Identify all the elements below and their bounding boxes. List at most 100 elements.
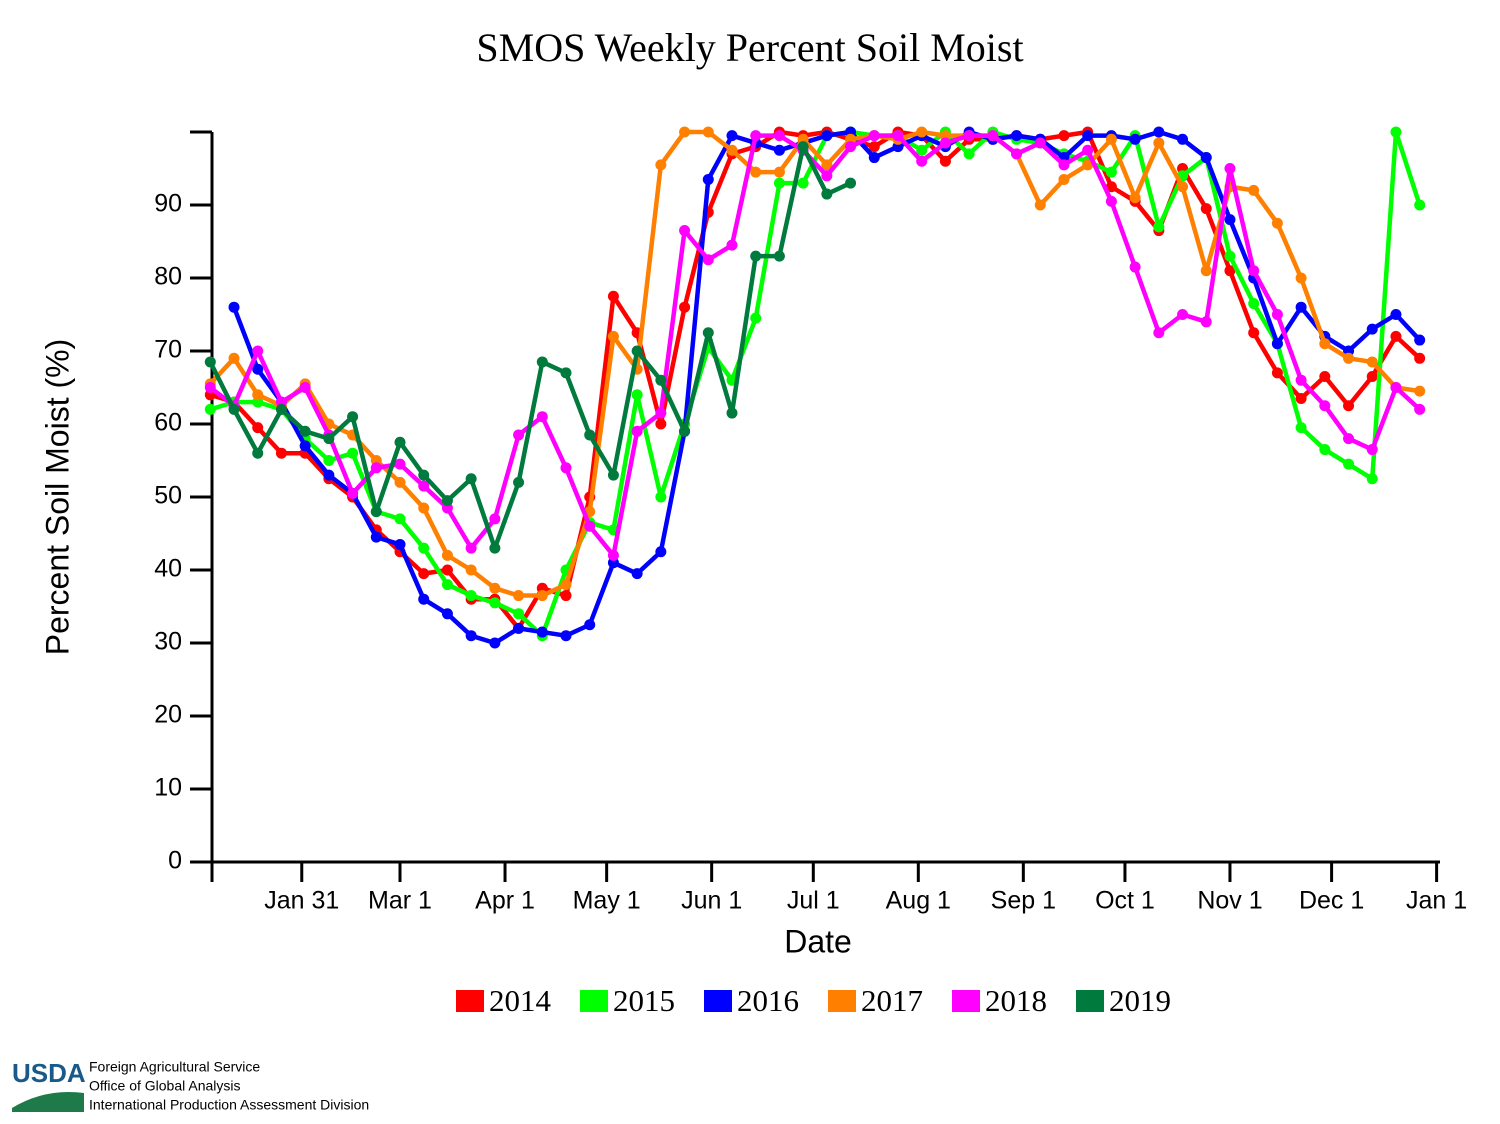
data-point: [773, 177, 785, 189]
data-point: [584, 520, 596, 532]
y-tick-label: 80: [154, 263, 182, 291]
data-point: [1011, 148, 1023, 160]
x-tick-label: May 1: [573, 887, 641, 915]
data-point: [536, 626, 548, 638]
data-point: [1153, 126, 1165, 138]
legend-swatch: [828, 990, 856, 1012]
data-point: [394, 476, 406, 488]
data-point: [1058, 159, 1070, 171]
legend-label: 2017: [861, 983, 923, 1018]
y-tick-label: 70: [154, 336, 182, 364]
footer-line: International Production Assessment Divi…: [89, 1097, 369, 1113]
data-point: [1295, 374, 1307, 386]
data-point: [252, 447, 264, 459]
data-point: [252, 422, 264, 434]
data-point: [536, 411, 548, 423]
data-point: [418, 568, 430, 580]
data-point: [1129, 261, 1141, 273]
legend-swatch: [952, 990, 980, 1012]
legend-swatch: [704, 990, 732, 1012]
data-point: [726, 130, 738, 142]
data-point: [1248, 327, 1260, 339]
data-point: [750, 312, 762, 324]
data-point: [465, 542, 477, 554]
data-point: [987, 130, 999, 142]
x-tick-label: Mar 1: [368, 887, 432, 915]
data-point: [631, 345, 643, 357]
x-tick-label: Aug 1: [886, 887, 951, 915]
legend-label: 2018: [985, 983, 1047, 1018]
data-point: [1390, 309, 1402, 320]
data-point: [963, 130, 975, 142]
data-point: [513, 622, 525, 634]
data-point: [465, 473, 477, 485]
data-point: [299, 382, 311, 393]
data-point: [1271, 367, 1283, 379]
data-point: [1414, 334, 1426, 346]
data-point: [1414, 403, 1426, 415]
data-point: [655, 159, 667, 171]
data-point: [394, 458, 406, 470]
data-point: [631, 568, 643, 580]
data-point: [607, 469, 619, 481]
legend-label: 2016: [737, 983, 799, 1018]
data-point: [1200, 316, 1212, 328]
data-point: [679, 225, 691, 237]
data-point: [513, 476, 525, 488]
data-point: [1414, 385, 1426, 397]
data-point: [1129, 192, 1141, 204]
data-point: [845, 141, 857, 153]
data-point: [489, 582, 501, 594]
data-point: [821, 170, 833, 182]
data-point: [821, 159, 833, 171]
data-point: [204, 403, 216, 415]
logo-swoosh: [12, 1092, 84, 1112]
data-point: [1224, 250, 1236, 262]
data-point: [441, 564, 453, 576]
data-point: [1295, 301, 1307, 313]
data-point: [418, 502, 430, 514]
footer-line: Foreign Agricultural Service: [89, 1059, 260, 1075]
data-point: [323, 455, 335, 466]
data-point: [821, 188, 833, 200]
data-point: [726, 407, 738, 419]
data-point: [370, 506, 382, 518]
legend-label: 2014: [489, 983, 552, 1018]
x-tick-label: Apr 1: [475, 887, 535, 915]
legend-label: 2015: [613, 983, 675, 1018]
data-point: [418, 542, 430, 554]
data-point: [441, 495, 453, 507]
data-point: [773, 130, 785, 142]
data-point: [1295, 272, 1307, 284]
data-point: [252, 363, 264, 375]
data-point: [1034, 199, 1046, 211]
data-point: [750, 250, 762, 262]
data-point: [773, 166, 785, 178]
data-point: [513, 608, 525, 620]
data-point: [1319, 400, 1331, 412]
y-tick-label: 20: [154, 701, 182, 729]
data-point: [394, 436, 406, 448]
data-point: [1366, 444, 1378, 456]
data-point: [655, 418, 667, 430]
data-point: [370, 531, 382, 543]
data-point: [1082, 159, 1094, 171]
data-point: [560, 579, 572, 591]
y-tick-label: 50: [154, 482, 182, 510]
data-point: [1129, 133, 1141, 145]
data-point: [489, 637, 501, 649]
data-point: [1248, 184, 1260, 196]
data-point: [1105, 195, 1117, 207]
data-point: [963, 148, 975, 160]
data-point: [1011, 130, 1023, 142]
data-point: [560, 367, 572, 379]
x-tick-label: Jun 1: [681, 887, 742, 915]
data-point: [394, 538, 406, 550]
data-point: [1271, 217, 1283, 229]
legend-swatch: [1076, 990, 1104, 1012]
legend-swatch: [580, 990, 608, 1012]
data-point: [1177, 133, 1189, 145]
data-point: [1200, 203, 1212, 215]
data-point: [489, 542, 501, 554]
data-point: [560, 630, 572, 642]
